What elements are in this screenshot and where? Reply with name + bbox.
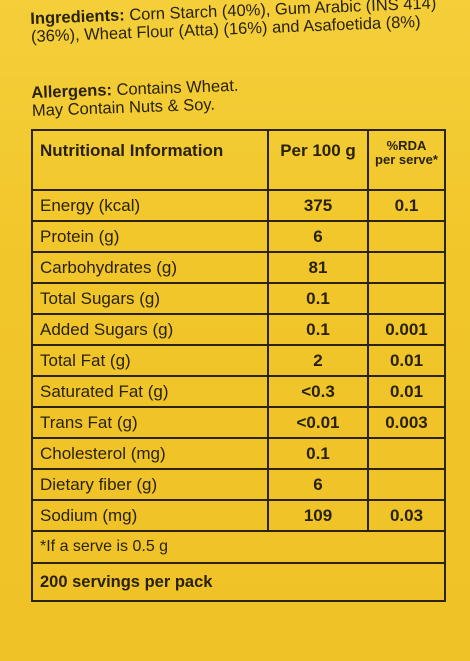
nutrient-per-100g: 375: [267, 189, 369, 222]
table-row: Added Sugars (g) 0.1 0.001: [31, 313, 446, 346]
nutrient-rda: [367, 437, 446, 470]
nutrient-name: Energy (kcal): [31, 189, 269, 222]
header-per-100g: Per 100 g: [267, 129, 369, 191]
nutrition-table-wrapper: Nutritional Information Per 100 g %RDA p…: [31, 129, 446, 659]
header-nutritional-information: Nutritional Information: [31, 129, 269, 191]
nutrition-table: Nutritional Information Per 100 g %RDA p…: [31, 129, 446, 602]
nutrient-name: Carbohydrates (g): [31, 251, 269, 284]
allergens-text: Allergens: Contains Wheat. May Contain N…: [31, 70, 432, 120]
table-row: Sodium (mg) 109 0.03: [31, 499, 446, 532]
table-row: Saturated Fat (g) <0.3 0.01: [31, 375, 446, 408]
nutrient-name: Added Sugars (g): [31, 313, 269, 346]
nutrient-name: Trans Fat (g): [31, 406, 269, 439]
header-rda: %RDA per serve*: [367, 129, 446, 191]
table-row: Cholesterol (mg) 0.1: [31, 437, 446, 470]
nutrient-rda: [367, 282, 446, 315]
table-row: Carbohydrates (g) 81: [31, 251, 446, 284]
nutrient-per-100g: 6: [267, 220, 369, 253]
table-row: Total Fat (g) 2 0.01: [31, 344, 446, 377]
footnote-row: *If a serve is 0.5 g: [31, 530, 446, 564]
nutrient-rda: [367, 468, 446, 501]
header-rda-line2: per serve*: [375, 152, 438, 167]
header-rda-line1: %RDA: [386, 138, 427, 153]
table-row: Dietary fiber (g) 6: [31, 468, 446, 501]
nutrient-per-100g: 109: [267, 499, 369, 532]
nutrient-rda: [367, 251, 446, 284]
table-row: Energy (kcal) 375 0.1: [31, 189, 446, 222]
nutrient-rda: 0.1: [367, 189, 446, 222]
servings-text: 200 servings per pack: [31, 562, 446, 602]
footnote-text: *If a serve is 0.5 g: [31, 530, 446, 564]
nutrient-name: Protein (g): [31, 220, 269, 253]
ingredients-text: Ingredients: Corn Starch (40%), Gum Arab…: [30, 0, 451, 46]
nutrient-rda: 0.001: [367, 313, 446, 346]
table-row: Protein (g) 6: [31, 220, 446, 253]
nutrient-rda: [367, 220, 446, 253]
nutrient-name: Total Fat (g): [31, 344, 269, 377]
nutrient-name: Sodium (mg): [31, 499, 269, 532]
nutrient-per-100g: 2: [267, 344, 369, 377]
nutrient-per-100g: <0.3: [267, 375, 369, 408]
nutrient-rda: 0.01: [367, 344, 446, 377]
nutrient-name: Total Sugars (g): [31, 282, 269, 315]
nutrient-per-100g: 0.1: [267, 313, 369, 346]
table-row: Trans Fat (g) <0.01 0.003: [31, 406, 446, 439]
servings-row: 200 servings per pack: [31, 562, 446, 602]
nutrient-rda: 0.003: [367, 406, 446, 439]
table-header-row: Nutritional Information Per 100 g %RDA p…: [31, 129, 446, 191]
nutrient-name: Cholesterol (mg): [31, 437, 269, 470]
nutrient-per-100g: <0.01: [267, 406, 369, 439]
table-row: Total Sugars (g) 0.1: [31, 282, 446, 315]
nutrient-per-100g: 0.1: [267, 282, 369, 315]
nutrient-rda: 0.01: [367, 375, 446, 408]
nutrient-per-100g: 81: [267, 251, 369, 284]
nutrient-per-100g: 6: [267, 468, 369, 501]
nutrient-name: Saturated Fat (g): [31, 375, 269, 408]
nutrient-per-100g: 0.1: [267, 437, 369, 470]
nutrient-name: Dietary fiber (g): [31, 468, 269, 501]
nutrient-rda: 0.03: [367, 499, 446, 532]
